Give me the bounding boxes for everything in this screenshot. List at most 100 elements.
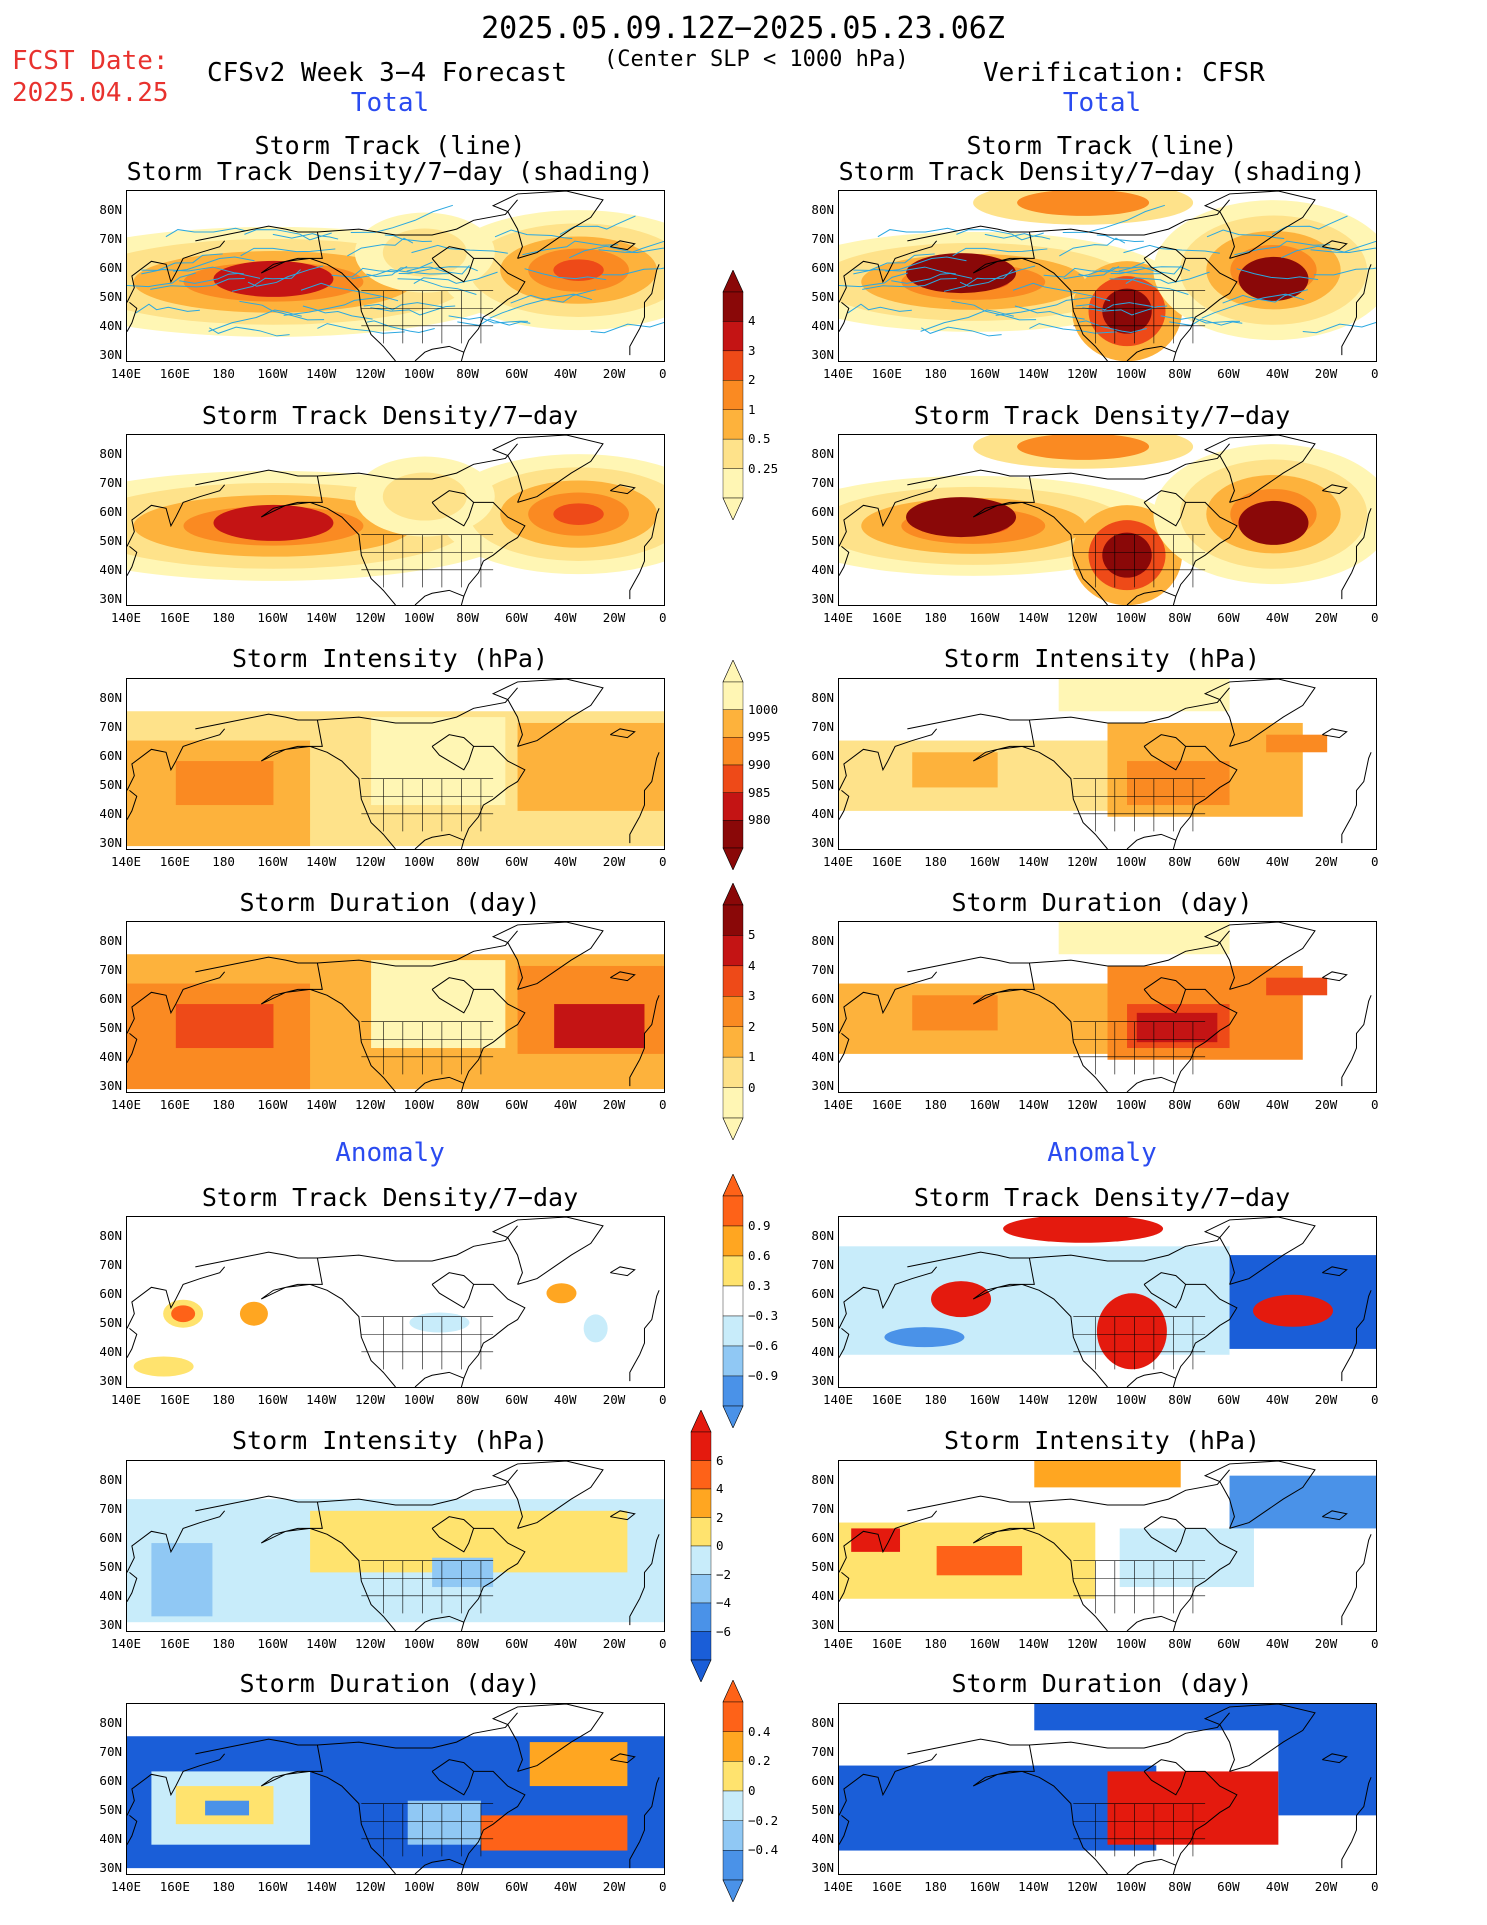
colorbar-duration-anom-top-arrow [722,1680,744,1703]
colorbar-intensity-total-segment [722,820,744,849]
lat-tick: 50N [99,1020,122,1035]
field-continent [371,960,506,1049]
verification-label: Verification: CFSR [983,58,1265,88]
colorbar-duration-anom-label: −0.2 [748,1812,779,1828]
lat-tick: 70N [811,1257,834,1272]
field-pacific-core [912,752,998,788]
map-panel-aduration-left [126,1703,665,1875]
lat-tick: 70N [811,1744,834,1759]
anom-neg-atlantic [1278,1718,1376,1816]
section-anomaly-left: Anomaly [335,1138,445,1168]
lon-tick: 100W [403,1636,434,1651]
lon-tick: 140W [306,1879,337,1894]
lon-tick: 60W [1217,1392,1240,1407]
lon-tick: 180 [924,1636,947,1651]
lon-tick: 20W [1314,1636,1338,1651]
colorbar-duration-anom-label: −0.4 [748,1842,779,1858]
lon-tick: 140E [110,1879,142,1894]
map-panel-track-right [838,190,1377,362]
field-east-max [1136,1012,1218,1043]
lon-tick: 160W [257,1097,288,1112]
lat-tick: 30N [99,1617,122,1632]
anom-pos-pacific-core [936,1546,1023,1576]
lon-tick: 80W [456,1636,479,1651]
lon-tick: 60W [505,610,528,625]
section-total-left: Total [350,88,430,118]
lon-tick: 120W [1066,1097,1098,1112]
colorbar-duration-total-segment [722,904,744,936]
lon-tick: 40W [553,1636,577,1651]
colorbar-duration-total-label: 4 [748,957,756,973]
lon-tick: 140E [110,1097,142,1112]
lon-tick: 60W [505,1879,528,1894]
colorbar-intensity-total-segment [722,764,744,793]
map-duration-right [839,922,1372,1092]
colorbar-intensity-anom-top-arrow [690,1410,712,1433]
lon-tick: 80W [1168,366,1191,381]
lat-tick: 50N [99,1802,122,1817]
colorbar-intensity-anom-segment [690,1631,712,1661]
map-density-left [127,435,664,605]
lat-tick: 50N [811,777,834,792]
lon-tick: 100W [1115,366,1146,381]
lon-tick: 60W [505,366,528,381]
lat-tick: 50N [811,1802,834,1817]
lat-tick: 80N [99,202,122,217]
colorbar-duration-anom-segment [722,1850,744,1881]
lon-tick: 0 [659,1636,667,1651]
map-aduration-right [839,1704,1376,1874]
lat-tick: 30N [811,1617,834,1632]
lat-tick: 70N [99,1744,122,1759]
colorbar-intensity-total-segment [722,681,744,710]
lon-tick: 180 [212,366,235,381]
anom-pos-south [133,1356,194,1377]
anom-pos-pacific [931,1281,992,1318]
lon-tick: 160W [257,1879,288,1894]
lon-tick: 140W [1018,366,1049,381]
colorbar-duration-total-segment [722,1056,744,1088]
anom-neg-us [407,1800,481,1845]
colorbar-density-anom-label: −0.6 [748,1338,779,1353]
section-total-right: Total [1062,88,1142,118]
colorbar-intensity-total [722,660,744,870]
lat-tick: 60N [99,748,122,763]
slp-criterion: (Center SLP < 1000 hPa) [604,47,909,72]
density-zone-canada [382,472,467,521]
lon-tick: 180 [924,1392,947,1407]
colorbar-density-anom-segment [722,1345,744,1377]
map-panel-intensity-right [838,678,1377,850]
lat-tick: 30N [99,347,122,362]
title-anom-duration-left: Storm Duration (day) [239,1669,541,1698]
colorbar-duration-anom [722,1680,744,1902]
title-anom-intensity-left: Storm Intensity (hPa) [231,1426,549,1455]
lon-tick: 140E [822,610,854,625]
lon-tick: 80W [1168,1097,1191,1112]
lon-tick: 160W [969,1097,1000,1112]
lat-tick: 40N [99,806,122,821]
colorbar-intensity-anom-label: −6 [716,1623,732,1639]
coastline [127,1704,660,1874]
lon-tick: 160E [159,1879,190,1894]
colorbar-density-total-label: 1 [748,401,756,417]
colorbar-duration-total-label: 2 [748,1018,756,1034]
lat-tick: 60N [99,1773,122,1788]
lat-tick: 70N [811,231,834,246]
lon-tick: 140E [822,854,854,869]
lon-tick: 100W [403,610,434,625]
map-adensity-left [127,1217,660,1387]
colorbar-density-anom-segment [722,1255,744,1287]
lon-tick: 140E [822,1097,854,1112]
lon-tick: 120W [354,1097,386,1112]
lon-tick: 180 [212,1392,235,1407]
lon-tick: 120W [1066,854,1098,869]
coastline [839,191,1372,361]
colorbar-density-total-segment [722,321,744,352]
title-intensity-right: Storm Intensity (hPa) [943,644,1261,673]
lon-tick: 100W [1115,1392,1146,1407]
lat-tick: 80N [811,1715,834,1730]
colorbar-density-total-segment [722,438,744,469]
lon-tick: 160W [969,1636,1000,1651]
lon-tick: 60W [505,1392,528,1407]
lon-tick: 160W [257,1392,288,1407]
lat-tick: 30N [811,1860,834,1875]
